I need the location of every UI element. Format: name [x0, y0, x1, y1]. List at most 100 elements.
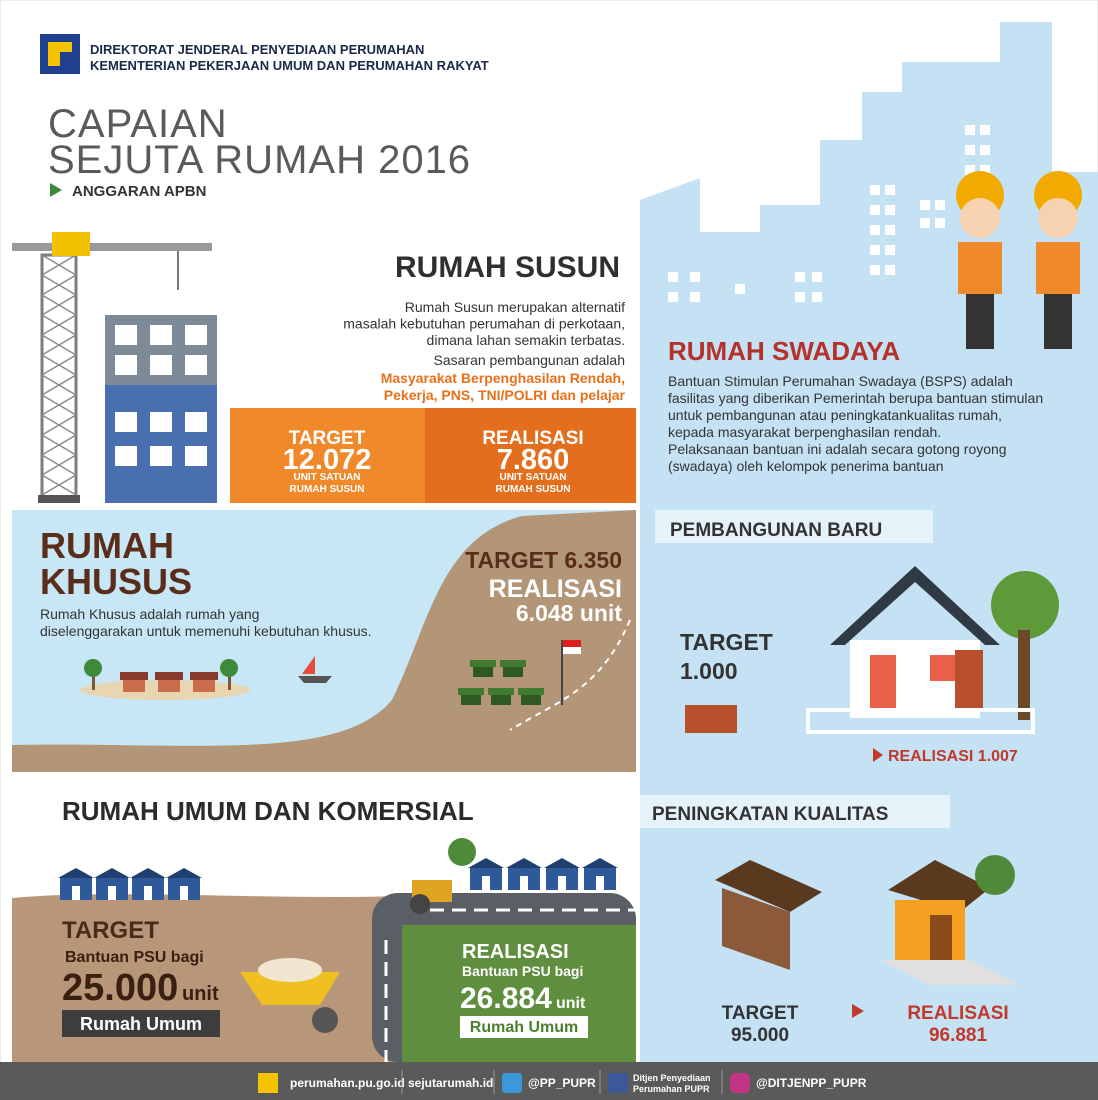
stat-value: 96.881 — [929, 1025, 988, 1046]
window — [668, 292, 678, 302]
stat-unit: UNIT SATUAN — [293, 472, 360, 483]
green-house-roof — [500, 660, 526, 667]
building-window — [185, 446, 207, 466]
subsection-title: PEMBANGUNAN BARU — [670, 520, 882, 541]
footer-logo — [258, 1073, 278, 1093]
org-line: DIREKTORAT JENDERAL PENYEDIAAN PERUMAHAN — [90, 42, 424, 57]
building-window — [150, 355, 172, 375]
stat-label: REALISASI — [489, 575, 622, 603]
green-house-roof — [458, 688, 484, 695]
bricks — [685, 705, 737, 733]
infographic: DIREKTORAT JENDERAL PENYEDIAAN PERUMAHAN… — [0, 0, 1098, 1100]
instagram-icon — [730, 1073, 750, 1093]
window — [980, 125, 990, 135]
stat-unit: RUMAH SUSUN — [496, 484, 571, 495]
hut-roof — [190, 672, 218, 680]
palm-leaves — [84, 659, 102, 677]
org-line: KEMENTERIAN PEKERJAAN UMUM DAN PERUMAHAN… — [90, 58, 489, 73]
footer-link: Perumahan PUPR — [633, 1084, 710, 1094]
window — [885, 225, 895, 235]
window — [885, 265, 895, 275]
building-window — [185, 325, 207, 345]
green-house — [503, 667, 523, 677]
description-line: kepada masyarakat berpenghasilan rendah. — [668, 424, 941, 440]
blue-house-door — [144, 886, 152, 900]
green-house — [491, 695, 511, 705]
building-window — [150, 446, 172, 466]
facebook-icon — [608, 1073, 628, 1093]
window — [920, 218, 930, 228]
legs — [1044, 294, 1072, 349]
hut — [123, 680, 145, 692]
crane-jib — [12, 243, 212, 251]
blue-house-door — [180, 886, 188, 900]
tree-trunk — [1018, 630, 1030, 720]
green-house-roof — [488, 688, 514, 695]
crane-cab — [52, 232, 90, 256]
stat-desc: Bantuan PSU bagi — [462, 963, 583, 979]
blue-house-door — [558, 876, 566, 890]
window — [690, 292, 700, 302]
stat-value: 25.000 — [62, 967, 178, 1009]
window — [870, 225, 880, 235]
footer-link: Ditjen Penyediaan — [633, 1073, 711, 1083]
window — [870, 245, 880, 255]
stat-desc: Bantuan PSU bagi — [65, 949, 204, 966]
blue-house-door — [596, 876, 604, 890]
footer-link: perumahan.pu.go.id — [290, 1076, 405, 1090]
window — [935, 218, 945, 228]
hut — [193, 680, 215, 692]
blue-house-door — [482, 876, 490, 890]
crane-base — [38, 495, 80, 503]
stat-value: 26.884 — [460, 982, 552, 1015]
description-line: fasilitas yang diberikan Pemerintah beru… — [668, 390, 1043, 406]
section-title: KHUSUS — [40, 561, 192, 602]
section-title: RUMAH UMUM DAN KOMERSIAL — [62, 796, 474, 826]
stat-label: REALISASI — [462, 941, 569, 963]
building-window — [115, 325, 137, 345]
stat-value: 6.048 unit — [516, 600, 622, 626]
wheelbarrow-wheel — [312, 1007, 338, 1033]
window — [965, 125, 975, 135]
flag-white — [563, 647, 581, 654]
building-window — [150, 412, 172, 432]
stat-label: TARGET — [722, 1003, 799, 1024]
stat-value: 95.000 — [731, 1025, 789, 1046]
building-window — [115, 355, 137, 375]
description-line: Rumah Susun merupakan alternatif — [405, 299, 625, 315]
tree-crown — [991, 571, 1059, 639]
window — [885, 245, 895, 255]
hut — [158, 680, 180, 692]
window — [870, 205, 880, 215]
green-house-roof — [470, 660, 496, 667]
stat-label: TARGET — [62, 917, 159, 944]
target-group: Masyarakat Berpenghasilan Rendah, — [381, 370, 625, 386]
green-house-roof — [518, 688, 544, 695]
blue-house-door — [520, 876, 528, 890]
legs — [966, 294, 994, 349]
house-door — [870, 655, 896, 710]
subsection-title: PENINGKATAN KUALITAS — [652, 804, 888, 825]
stat-unit: RUMAH SUSUN — [290, 484, 365, 495]
window — [668, 272, 678, 282]
palm-leaves — [220, 659, 238, 677]
description-line: Pelaksanaan bantuan ini adalah secara go… — [668, 441, 1007, 457]
face — [960, 198, 1000, 238]
window — [735, 284, 745, 294]
building-window — [150, 325, 172, 345]
tree-crown — [448, 838, 476, 866]
building-window — [115, 412, 137, 432]
vest — [1036, 242, 1080, 294]
section-title: RUMAH SWADAYA — [668, 336, 900, 366]
stat-unit: unit — [182, 983, 219, 1005]
target-group: Pekerja, PNS, TNI/POLRI dan pelajar — [384, 387, 626, 403]
roller-wheel — [410, 894, 430, 914]
section-title: RUMAH — [40, 525, 174, 566]
window — [885, 185, 895, 195]
description-line: Bantuan Stimulan Perumahan Swadaya (BSPS… — [668, 373, 1013, 389]
description-line: dimana lahan semakin terbatas. — [427, 332, 625, 348]
face — [1038, 198, 1078, 238]
tree-crown — [975, 855, 1015, 895]
window — [870, 185, 880, 195]
blue-house-door — [72, 886, 80, 900]
